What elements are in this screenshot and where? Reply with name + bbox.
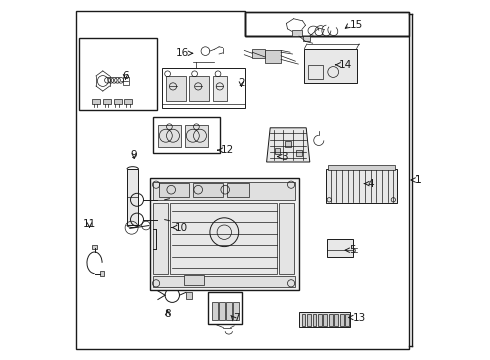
Bar [335,314,338,326]
Bar [328,165,395,170]
Text: 15: 15 [349,20,363,30]
Bar [313,314,316,326]
Bar [292,30,302,36]
Text: 12: 12 [220,145,234,155]
Bar [189,76,209,101]
Bar [345,314,349,326]
Bar [157,197,165,203]
Bar [265,50,281,63]
Bar [340,314,343,326]
Text: 3: 3 [281,152,288,162]
Bar [162,68,245,108]
Bar [301,314,305,326]
Bar [153,117,220,153]
Bar [92,99,100,104]
Bar [227,183,248,197]
Bar [153,276,295,287]
Text: 4: 4 [368,179,374,189]
Bar [299,312,350,327]
Bar [279,203,294,274]
Bar [308,65,323,79]
Bar [157,217,165,222]
Bar [285,141,291,147]
Bar [327,239,353,257]
Bar [79,38,157,110]
Text: 13: 13 [353,312,366,323]
Bar [226,302,232,320]
Bar [157,125,181,147]
Bar [245,12,409,36]
Text: 10: 10 [175,222,188,233]
Bar [186,292,193,299]
Bar [329,314,333,326]
Bar [213,76,227,101]
Bar [171,203,277,274]
Bar [153,203,168,274]
Bar [166,76,186,101]
Bar [159,183,189,197]
Bar [252,49,265,58]
Bar [323,314,327,326]
Text: 16: 16 [176,48,189,58]
Bar [208,292,242,324]
Bar [318,314,321,326]
Text: 7: 7 [233,312,240,323]
Bar [307,314,311,326]
Text: 1: 1 [415,175,421,185]
Bar [274,148,280,154]
Bar [296,150,302,156]
Text: 2: 2 [238,78,245,88]
Bar [124,99,132,104]
Bar [92,245,98,249]
Bar [212,302,218,320]
Bar [103,99,111,104]
Bar [326,169,396,203]
Text: 11: 11 [83,219,96,229]
Bar [122,77,129,85]
Bar [245,12,409,36]
Bar [127,169,139,225]
Bar [193,183,223,197]
Bar [219,302,225,320]
Text: 14: 14 [339,60,352,70]
Bar [185,125,208,147]
Text: 1: 1 [415,175,421,185]
Text: 8: 8 [164,309,171,319]
Bar [304,49,357,83]
Text: 9: 9 [131,150,137,160]
Bar [149,178,299,290]
Polygon shape [267,128,310,162]
Bar [303,36,310,41]
Text: 6: 6 [122,71,129,81]
Bar [99,271,104,276]
Bar [184,275,204,285]
Text: 5: 5 [349,245,356,255]
Bar [233,302,239,320]
Bar [153,182,295,200]
Bar [114,99,122,104]
